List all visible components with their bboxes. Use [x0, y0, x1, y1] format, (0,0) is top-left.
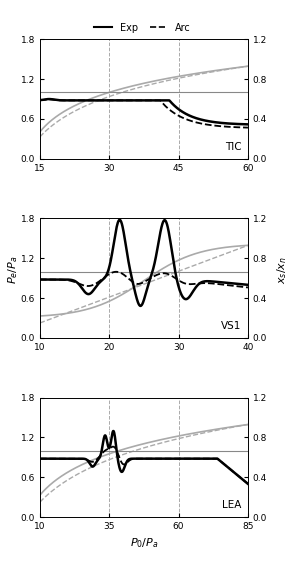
Text: TIC: TIC — [225, 142, 242, 152]
Text: LEA: LEA — [222, 500, 242, 510]
Text: $P_e/P_a$: $P_e/P_a$ — [6, 256, 19, 284]
Legend: Exp, Arc: Exp, Arc — [91, 19, 194, 37]
X-axis label: $P_0/P_a$: $P_0/P_a$ — [130, 537, 158, 550]
Text: VS1: VS1 — [221, 321, 242, 330]
Text: $x_s/x_n$: $x_s/x_n$ — [275, 256, 285, 284]
